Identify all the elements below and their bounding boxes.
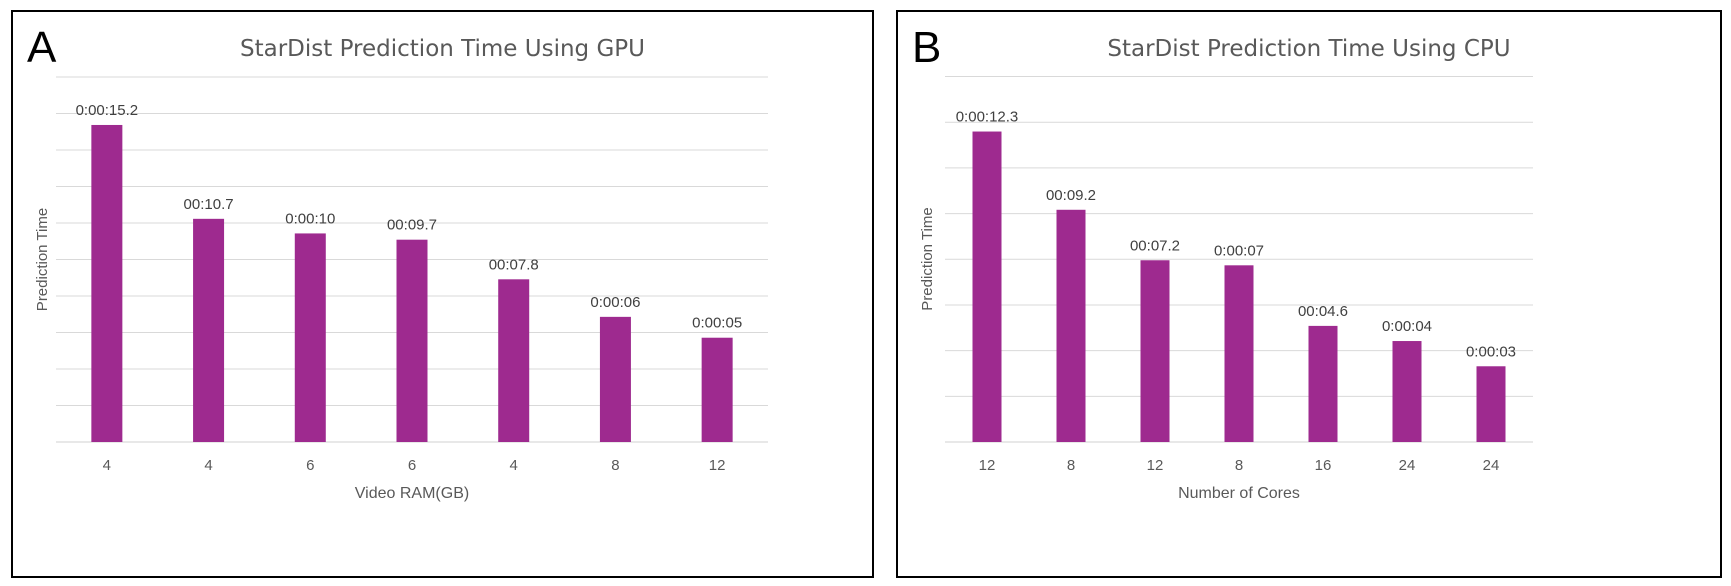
bar — [1308, 325, 1338, 442]
y-axis-label: Prediction Time — [34, 208, 51, 311]
bar — [498, 279, 530, 442]
chart-panel-b: B StarDist Prediction Time Using CPU 0:0… — [896, 10, 1722, 578]
bar — [1056, 209, 1086, 442]
bar — [193, 218, 225, 442]
bar — [701, 337, 733, 442]
x-tick-label: 4 — [204, 457, 212, 474]
data-label: 0:00:03 — [1466, 343, 1516, 360]
data-label: 00:10.7 — [184, 196, 234, 213]
x-tick-label: 8 — [611, 457, 619, 474]
panel-label: A — [27, 23, 57, 72]
x-axis-label: Video RAM(GB) — [355, 485, 469, 502]
data-label: 0:00:10 — [285, 210, 335, 227]
x-tick-label: 8 — [1067, 457, 1075, 474]
y-axis-label: Prediction Time — [919, 207, 936, 310]
chart-plot-area: 0:00:12.3 12 00:09.2 8 00:07.2 12 0:00:07 8 00:0… — [919, 76, 1533, 502]
bar — [1392, 341, 1422, 442]
chart-plot-area: 0:00:15.2 4 00:10.7 4 0:00:10 6 00:09.7 6 00:07.… — [34, 76, 768, 502]
x-tick-label: 12 — [709, 457, 726, 474]
x-tick-label: 6 — [408, 457, 416, 474]
data-label: 0:00:05 — [692, 315, 742, 332]
bar — [1224, 265, 1254, 442]
chart-title: StarDist Prediction Time Using GPU — [240, 36, 645, 62]
data-label: 00:09.7 — [387, 217, 437, 234]
x-tick-label: 12 — [1147, 457, 1164, 474]
data-label: 00:07.2 — [1130, 237, 1180, 254]
chart-panel-a: A StarDist Prediction Time Using GPU 0:0… — [11, 10, 874, 578]
panel-label: B — [912, 23, 942, 72]
bar — [599, 316, 631, 442]
x-tick-label: 4 — [510, 457, 518, 474]
x-tick-label: 8 — [1235, 457, 1243, 474]
x-tick-label: 12 — [979, 457, 996, 474]
data-label: 00:09.2 — [1046, 187, 1096, 204]
x-tick-label: 6 — [306, 457, 314, 474]
bar — [1476, 366, 1506, 442]
bar — [91, 124, 123, 442]
x-tick-label: 4 — [103, 457, 111, 474]
bar — [1140, 260, 1170, 442]
data-label: 00:07.8 — [489, 256, 539, 273]
data-label: 0:00:12.3 — [956, 109, 1019, 126]
bar — [396, 239, 428, 442]
x-tick-label: 24 — [1399, 457, 1416, 474]
data-label: 00:04.6 — [1298, 303, 1348, 320]
data-label: 0:00:15.2 — [76, 102, 139, 119]
x-tick-label: 16 — [1315, 457, 1332, 474]
chart-title: StarDist Prediction Time Using CPU — [1107, 36, 1511, 62]
bar — [972, 131, 1002, 442]
data-label: 0:00:06 — [590, 294, 640, 311]
x-axis-label: Number of Cores — [1178, 485, 1300, 502]
data-label: 0:00:07 — [1214, 242, 1264, 259]
bar — [294, 233, 326, 442]
x-tick-label: 24 — [1483, 457, 1500, 474]
data-label: 0:00:04 — [1382, 318, 1432, 335]
